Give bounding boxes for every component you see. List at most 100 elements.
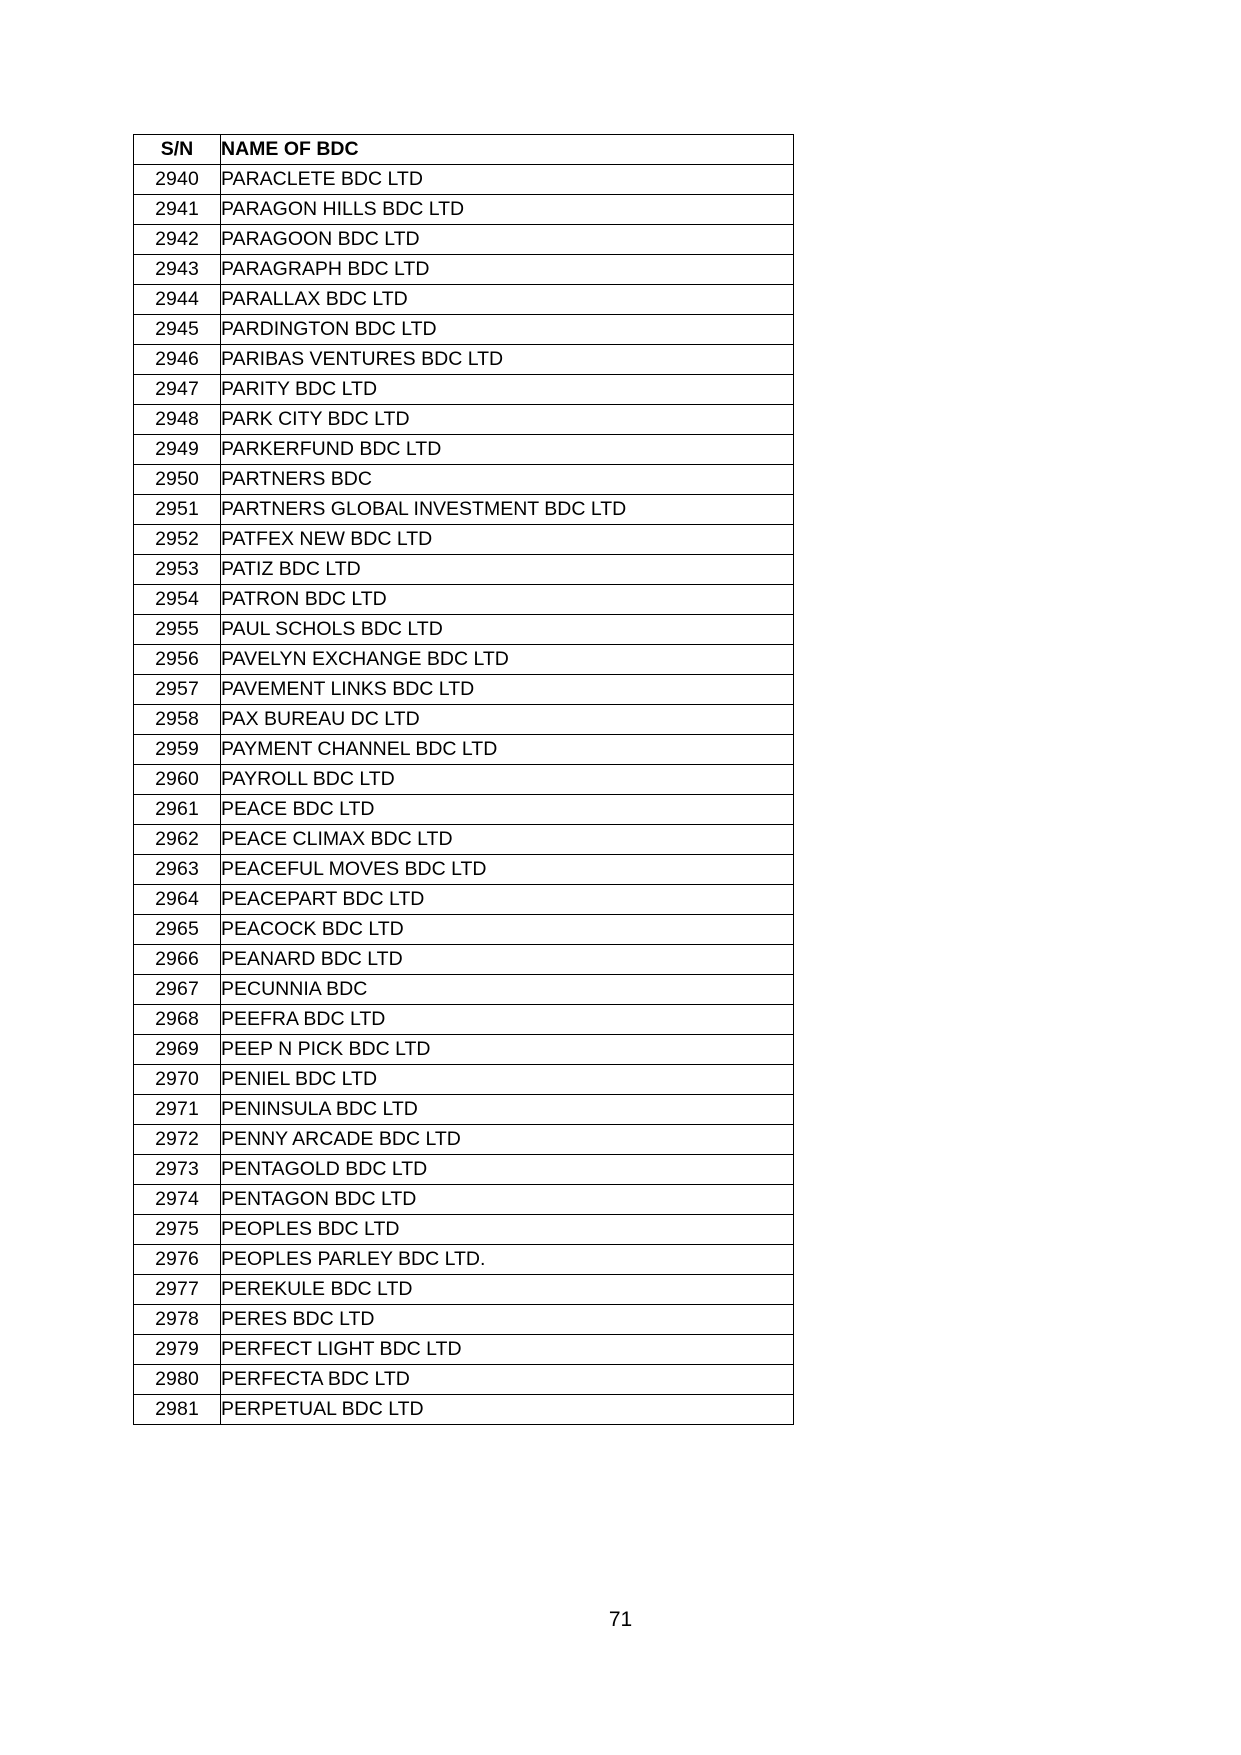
cell-name: PEACEFUL MOVES BDC LTD <box>220 854 794 885</box>
cell-sn: 2959 <box>133 734 221 765</box>
cell-name: PENTAGON BDC LTD <box>220 1184 794 1215</box>
cell-name: PEOPLES PARLEY BDC LTD. <box>220 1244 794 1275</box>
page-number: 71 <box>608 1608 633 1631</box>
cell-name: PARDINGTON BDC LTD <box>220 314 794 345</box>
cell-sn: 2949 <box>133 434 221 465</box>
cell-name: PEACOCK BDC LTD <box>220 914 794 945</box>
cell-name: PERES BDC LTD <box>220 1304 794 1335</box>
table-row: 2970 PENIEL BDC LTD <box>133 1064 794 1095</box>
cell-sn: 2981 <box>133 1394 221 1425</box>
cell-sn: 2960 <box>133 764 221 795</box>
table-row: 2960 PAYROLL BDC LTD <box>133 764 794 795</box>
table-row: 2955 PAUL SCHOLS BDC LTD <box>133 614 794 645</box>
cell-sn: 2940 <box>133 164 221 195</box>
cell-name: PARTNERS GLOBAL INVESTMENT BDC LTD <box>220 494 794 525</box>
table-row: 2940 PARACLETE BDC LTD <box>133 164 794 195</box>
cell-name: PARAGRAPH BDC LTD <box>220 254 794 285</box>
table-row: 2952 PATFEX NEW BDC LTD <box>133 524 794 555</box>
table-row: 2974 PENTAGON BDC LTD <box>133 1184 794 1215</box>
cell-name: PATRON BDC LTD <box>220 584 794 615</box>
table-row: 2954 PATRON BDC LTD <box>133 584 794 615</box>
cell-name: PEEFRA BDC LTD <box>220 1004 794 1035</box>
cell-sn: 2972 <box>133 1124 221 1155</box>
cell-name: PEACE CLIMAX BDC LTD <box>220 824 794 855</box>
cell-sn: 2957 <box>133 674 221 705</box>
table-body: 2940 PARACLETE BDC LTD 2941 PARAGON HILLS B… <box>133 164 794 1425</box>
cell-name: PARTNERS BDC <box>220 464 794 495</box>
cell-sn: 2965 <box>133 914 221 945</box>
cell-name: PECUNNIA BDC <box>220 974 794 1005</box>
cell-sn: 2979 <box>133 1334 221 1365</box>
table-row: 2961 PEACE BDC LTD <box>133 794 794 825</box>
cell-sn: 2975 <box>133 1214 221 1245</box>
cell-sn: 2947 <box>133 374 221 405</box>
cell-sn: 2941 <box>133 194 221 225</box>
cell-sn: 2966 <box>133 944 221 975</box>
cell-name: PATFEX NEW BDC LTD <box>220 524 794 555</box>
cell-sn: 2955 <box>133 614 221 645</box>
cell-sn: 2970 <box>133 1064 221 1095</box>
table-row: 2948 PARK CITY BDC LTD <box>133 404 794 435</box>
table-row: 2977 PEREKULE BDC LTD <box>133 1274 794 1305</box>
table-header-row: S/N NAME OF BDC <box>133 134 794 165</box>
cell-name: PARITY BDC LTD <box>220 374 794 405</box>
cell-name: PENNY ARCADE BDC LTD <box>220 1124 794 1155</box>
table-row: 2979 PERFECT LIGHT BDC LTD <box>133 1334 794 1365</box>
cell-sn: 2953 <box>133 554 221 585</box>
cell-name: PAUL SCHOLS BDC LTD <box>220 614 794 645</box>
table-row: 2966 PEANARD BDC LTD <box>133 944 794 975</box>
table-row: 2957 PAVEMENT LINKS BDC LTD <box>133 674 794 705</box>
cell-sn: 2978 <box>133 1304 221 1335</box>
cell-name: PARAGOON BDC LTD <box>220 224 794 255</box>
table-row: 2942 PARAGOON BDC LTD <box>133 224 794 255</box>
table-row: 2958 PAX BUREAU DC LTD <box>133 704 794 735</box>
cell-sn: 2944 <box>133 284 221 315</box>
table-row: 2964 PEACEPART BDC LTD <box>133 884 794 915</box>
cell-sn: 2980 <box>133 1364 221 1395</box>
table-row: 2944 PARALLAX BDC LTD <box>133 284 794 315</box>
cell-name: PEACEPART BDC LTD <box>220 884 794 915</box>
table-row: 2962 PEACE CLIMAX BDC LTD <box>133 824 794 855</box>
cell-sn: 2945 <box>133 314 221 345</box>
cell-name: PEOPLES BDC LTD <box>220 1214 794 1245</box>
table-row: 2965 PEACOCK BDC LTD <box>133 914 794 945</box>
table-row: 2949 PARKERFUND BDC LTD <box>133 434 794 465</box>
cell-name: PERPETUAL BDC LTD <box>220 1394 794 1425</box>
cell-sn: 2958 <box>133 704 221 735</box>
cell-sn: 2943 <box>133 254 221 285</box>
table-row: 2953 PATIZ BDC LTD <box>133 554 794 585</box>
table-header: S/N NAME OF BDC <box>133 134 794 165</box>
cell-sn: 2967 <box>133 974 221 1005</box>
cell-sn: 2976 <box>133 1244 221 1275</box>
cell-name: PATIZ BDC LTD <box>220 554 794 585</box>
cell-sn: 2963 <box>133 854 221 885</box>
cell-name: PARK CITY BDC LTD <box>220 404 794 435</box>
cell-name: PARKERFUND BDC LTD <box>220 434 794 465</box>
bdc-table-container: S/N NAME OF BDC 2940 PARACLETE BDC LTD 294… <box>133 134 794 1425</box>
table-row: 2943 PARAGRAPH BDC LTD <box>133 254 794 285</box>
column-header-sn: S/N <box>133 134 221 165</box>
table-row: 2967 PECUNNIA BDC <box>133 974 794 1005</box>
cell-name: PEACE BDC LTD <box>220 794 794 825</box>
cell-name: PEEP N PICK BDC LTD <box>220 1034 794 1065</box>
table-row: 2975 PEOPLES BDC LTD <box>133 1214 794 1245</box>
cell-name: PAYROLL BDC LTD <box>220 764 794 795</box>
cell-name: PARACLETE BDC LTD <box>220 164 794 195</box>
cell-sn: 2948 <box>133 404 221 435</box>
table-row: 2972 PENNY ARCADE BDC LTD <box>133 1124 794 1155</box>
cell-name: PEANARD BDC LTD <box>220 944 794 975</box>
cell-sn: 2946 <box>133 344 221 375</box>
cell-name: PENIEL BDC LTD <box>220 1064 794 1095</box>
cell-sn: 2950 <box>133 464 221 495</box>
cell-name: PERFECTA BDC LTD <box>220 1364 794 1395</box>
cell-sn: 2954 <box>133 584 221 615</box>
table-row: 2951 PARTNERS GLOBAL INVESTMENT BDC LTD <box>133 494 794 525</box>
cell-sn: 2964 <box>133 884 221 915</box>
cell-sn: 2962 <box>133 824 221 855</box>
column-header-name: NAME OF BDC <box>220 134 794 165</box>
table-row: 2978 PERES BDC LTD <box>133 1304 794 1335</box>
table-row: 2976 PEOPLES PARLEY BDC LTD. <box>133 1244 794 1275</box>
table-row: 2956 PAVELYN EXCHANGE BDC LTD <box>133 644 794 675</box>
cell-name: PAVEMENT LINKS BDC LTD <box>220 674 794 705</box>
